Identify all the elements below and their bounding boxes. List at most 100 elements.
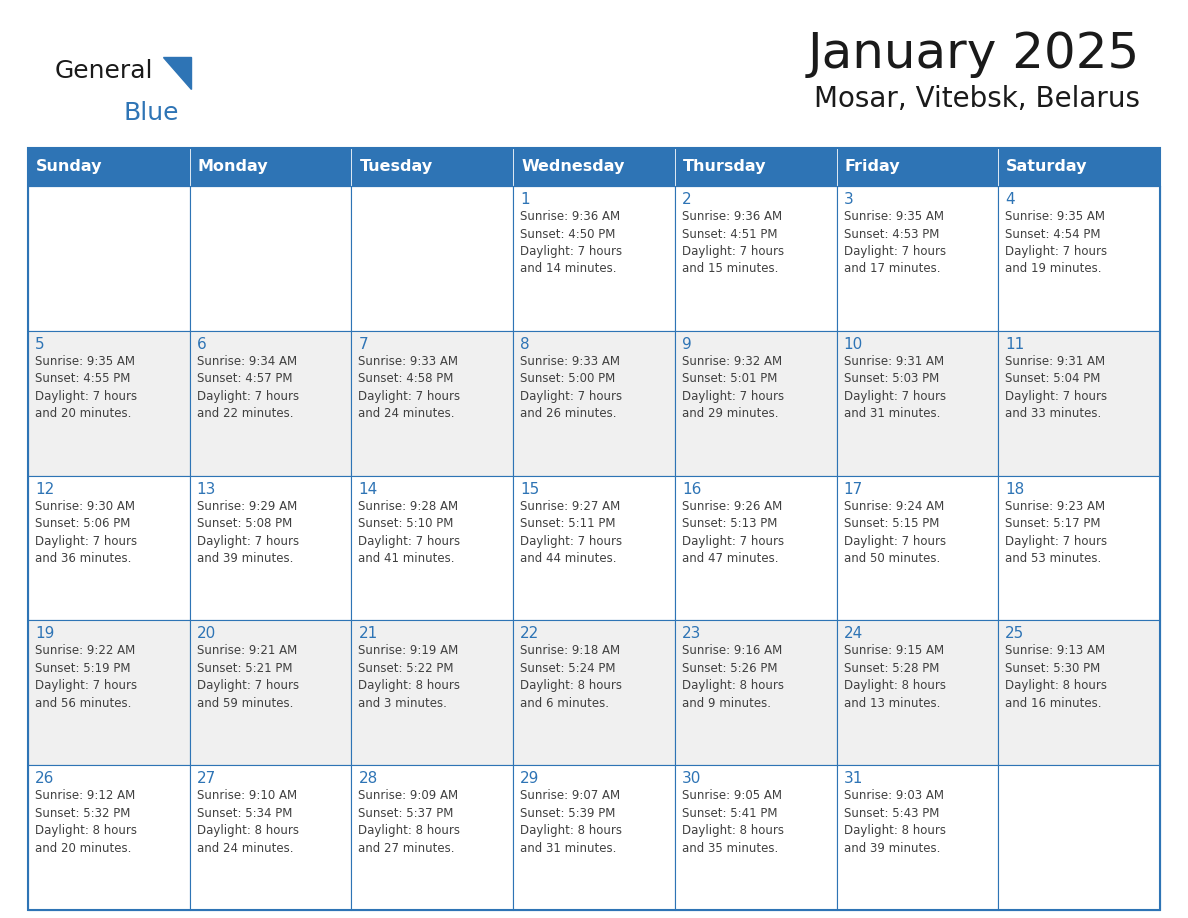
Bar (836, 186, 998, 330)
Bar (29, 186, 190, 330)
Text: Sunrise: 9:32 AM
Sunset: 5:01 PM
Daylight: 7 hours
and 29 minutes.: Sunrise: 9:32 AM Sunset: 5:01 PM Dayligh… (682, 354, 784, 420)
Text: General: General (55, 59, 153, 83)
Text: Sunrise: 9:30 AM
Sunset: 5:06 PM
Daylight: 7 hours
and 36 minutes.: Sunrise: 9:30 AM Sunset: 5:06 PM Dayligh… (34, 499, 137, 565)
Polygon shape (163, 57, 191, 89)
Text: 24: 24 (843, 626, 862, 642)
Bar (190, 476, 352, 621)
Text: 19: 19 (34, 626, 55, 642)
Text: 30: 30 (682, 771, 701, 786)
Text: 31: 31 (843, 771, 862, 786)
Text: Sunrise: 9:33 AM
Sunset: 5:00 PM
Daylight: 7 hours
and 26 minutes.: Sunrise: 9:33 AM Sunset: 5:00 PM Dayligh… (520, 354, 623, 420)
Bar (29, 766, 190, 910)
Text: January 2025: January 2025 (808, 30, 1140, 78)
Text: 27: 27 (197, 771, 216, 786)
Text: Sunrise: 9:03 AM
Sunset: 5:43 PM
Daylight: 8 hours
and 39 minutes.: Sunrise: 9:03 AM Sunset: 5:43 PM Dayligh… (843, 789, 946, 855)
Text: Sunrise: 9:10 AM
Sunset: 5:34 PM
Daylight: 8 hours
and 24 minutes.: Sunrise: 9:10 AM Sunset: 5:34 PM Dayligh… (197, 789, 298, 855)
Bar (675, 148, 836, 186)
Bar (836, 148, 998, 186)
Text: Sunrise: 9:18 AM
Sunset: 5:24 PM
Daylight: 8 hours
and 6 minutes.: Sunrise: 9:18 AM Sunset: 5:24 PM Dayligh… (520, 644, 623, 710)
Text: 7: 7 (359, 337, 368, 352)
Bar (29, 330, 190, 476)
Bar (836, 476, 998, 621)
Bar (998, 766, 1159, 910)
Text: Sunrise: 9:35 AM
Sunset: 4:53 PM
Daylight: 7 hours
and 17 minutes.: Sunrise: 9:35 AM Sunset: 4:53 PM Dayligh… (843, 210, 946, 275)
Text: Sunrise: 9:31 AM
Sunset: 5:03 PM
Daylight: 7 hours
and 31 minutes.: Sunrise: 9:31 AM Sunset: 5:03 PM Dayligh… (843, 354, 946, 420)
Text: 13: 13 (197, 482, 216, 497)
Text: 5: 5 (34, 337, 45, 352)
Text: 6: 6 (197, 337, 207, 352)
Bar (998, 476, 1159, 621)
Text: Sunrise: 9:31 AM
Sunset: 5:04 PM
Daylight: 7 hours
and 33 minutes.: Sunrise: 9:31 AM Sunset: 5:04 PM Dayligh… (1005, 354, 1107, 420)
Text: Monday: Monday (197, 160, 268, 174)
Bar (190, 330, 352, 476)
Bar (513, 330, 675, 476)
Text: 25: 25 (1005, 626, 1024, 642)
Text: 18: 18 (1005, 482, 1024, 497)
Bar (675, 621, 836, 766)
Text: 20: 20 (197, 626, 216, 642)
Text: 4: 4 (1005, 192, 1015, 207)
Text: 26: 26 (34, 771, 55, 786)
Text: Sunrise: 9:33 AM
Sunset: 4:58 PM
Daylight: 7 hours
and 24 minutes.: Sunrise: 9:33 AM Sunset: 4:58 PM Dayligh… (359, 354, 461, 420)
Text: Friday: Friday (845, 160, 901, 174)
Text: 9: 9 (682, 337, 691, 352)
Text: 16: 16 (682, 482, 701, 497)
Text: Sunrise: 9:27 AM
Sunset: 5:11 PM
Daylight: 7 hours
and 44 minutes.: Sunrise: 9:27 AM Sunset: 5:11 PM Dayligh… (520, 499, 623, 565)
Text: 28: 28 (359, 771, 378, 786)
Text: Sunrise: 9:35 AM
Sunset: 4:55 PM
Daylight: 7 hours
and 20 minutes.: Sunrise: 9:35 AM Sunset: 4:55 PM Dayligh… (34, 354, 137, 420)
Bar (513, 476, 675, 621)
Text: 29: 29 (520, 771, 539, 786)
Text: Sunrise: 9:12 AM
Sunset: 5:32 PM
Daylight: 8 hours
and 20 minutes.: Sunrise: 9:12 AM Sunset: 5:32 PM Dayligh… (34, 789, 137, 855)
Text: 10: 10 (843, 337, 862, 352)
Text: Sunrise: 9:09 AM
Sunset: 5:37 PM
Daylight: 8 hours
and 27 minutes.: Sunrise: 9:09 AM Sunset: 5:37 PM Dayligh… (359, 789, 461, 855)
Bar (190, 186, 352, 330)
Text: Sunrise: 9:29 AM
Sunset: 5:08 PM
Daylight: 7 hours
and 39 minutes.: Sunrise: 9:29 AM Sunset: 5:08 PM Dayligh… (197, 499, 299, 565)
Text: 21: 21 (359, 626, 378, 642)
Text: 12: 12 (34, 482, 55, 497)
Bar (513, 621, 675, 766)
Bar (513, 766, 675, 910)
Bar (352, 476, 513, 621)
Bar (513, 148, 675, 186)
Bar (29, 148, 1159, 910)
Text: 1: 1 (520, 192, 530, 207)
Text: Sunrise: 9:13 AM
Sunset: 5:30 PM
Daylight: 8 hours
and 16 minutes.: Sunrise: 9:13 AM Sunset: 5:30 PM Dayligh… (1005, 644, 1107, 710)
Bar (836, 330, 998, 476)
Text: Wednesday: Wednesday (522, 160, 625, 174)
Text: Sunrise: 9:23 AM
Sunset: 5:17 PM
Daylight: 7 hours
and 53 minutes.: Sunrise: 9:23 AM Sunset: 5:17 PM Dayligh… (1005, 499, 1107, 565)
Text: Sunrise: 9:22 AM
Sunset: 5:19 PM
Daylight: 7 hours
and 56 minutes.: Sunrise: 9:22 AM Sunset: 5:19 PM Dayligh… (34, 644, 137, 710)
Text: 22: 22 (520, 626, 539, 642)
Text: 3: 3 (843, 192, 853, 207)
Text: Saturday: Saturday (1006, 160, 1088, 174)
Text: Sunrise: 9:24 AM
Sunset: 5:15 PM
Daylight: 7 hours
and 50 minutes.: Sunrise: 9:24 AM Sunset: 5:15 PM Dayligh… (843, 499, 946, 565)
Text: 11: 11 (1005, 337, 1024, 352)
Text: 2: 2 (682, 192, 691, 207)
Text: Mosar, Vitebsk, Belarus: Mosar, Vitebsk, Belarus (814, 85, 1140, 113)
Text: 17: 17 (843, 482, 862, 497)
Text: Tuesday: Tuesday (360, 160, 432, 174)
Bar (675, 330, 836, 476)
Bar (513, 186, 675, 330)
Bar (998, 621, 1159, 766)
Text: 8: 8 (520, 337, 530, 352)
Bar (836, 621, 998, 766)
Bar (836, 766, 998, 910)
Bar (190, 621, 352, 766)
Text: 14: 14 (359, 482, 378, 497)
Text: Sunrise: 9:07 AM
Sunset: 5:39 PM
Daylight: 8 hours
and 31 minutes.: Sunrise: 9:07 AM Sunset: 5:39 PM Dayligh… (520, 789, 623, 855)
Text: 15: 15 (520, 482, 539, 497)
Bar (29, 621, 190, 766)
Text: Sunrise: 9:21 AM
Sunset: 5:21 PM
Daylight: 7 hours
and 59 minutes.: Sunrise: 9:21 AM Sunset: 5:21 PM Dayligh… (197, 644, 299, 710)
Text: Sunrise: 9:36 AM
Sunset: 4:50 PM
Daylight: 7 hours
and 14 minutes.: Sunrise: 9:36 AM Sunset: 4:50 PM Dayligh… (520, 210, 623, 275)
Text: Sunday: Sunday (36, 160, 102, 174)
Text: Sunrise: 9:19 AM
Sunset: 5:22 PM
Daylight: 8 hours
and 3 minutes.: Sunrise: 9:19 AM Sunset: 5:22 PM Dayligh… (359, 644, 461, 710)
Text: Blue: Blue (124, 101, 178, 125)
Bar (998, 148, 1159, 186)
Text: Sunrise: 9:28 AM
Sunset: 5:10 PM
Daylight: 7 hours
and 41 minutes.: Sunrise: 9:28 AM Sunset: 5:10 PM Dayligh… (359, 499, 461, 565)
Bar (352, 148, 513, 186)
Text: Sunrise: 9:34 AM
Sunset: 4:57 PM
Daylight: 7 hours
and 22 minutes.: Sunrise: 9:34 AM Sunset: 4:57 PM Dayligh… (197, 354, 299, 420)
Bar (352, 621, 513, 766)
Text: Sunrise: 9:05 AM
Sunset: 5:41 PM
Daylight: 8 hours
and 35 minutes.: Sunrise: 9:05 AM Sunset: 5:41 PM Dayligh… (682, 789, 784, 855)
Text: Sunrise: 9:35 AM
Sunset: 4:54 PM
Daylight: 7 hours
and 19 minutes.: Sunrise: 9:35 AM Sunset: 4:54 PM Dayligh… (1005, 210, 1107, 275)
Bar (675, 476, 836, 621)
